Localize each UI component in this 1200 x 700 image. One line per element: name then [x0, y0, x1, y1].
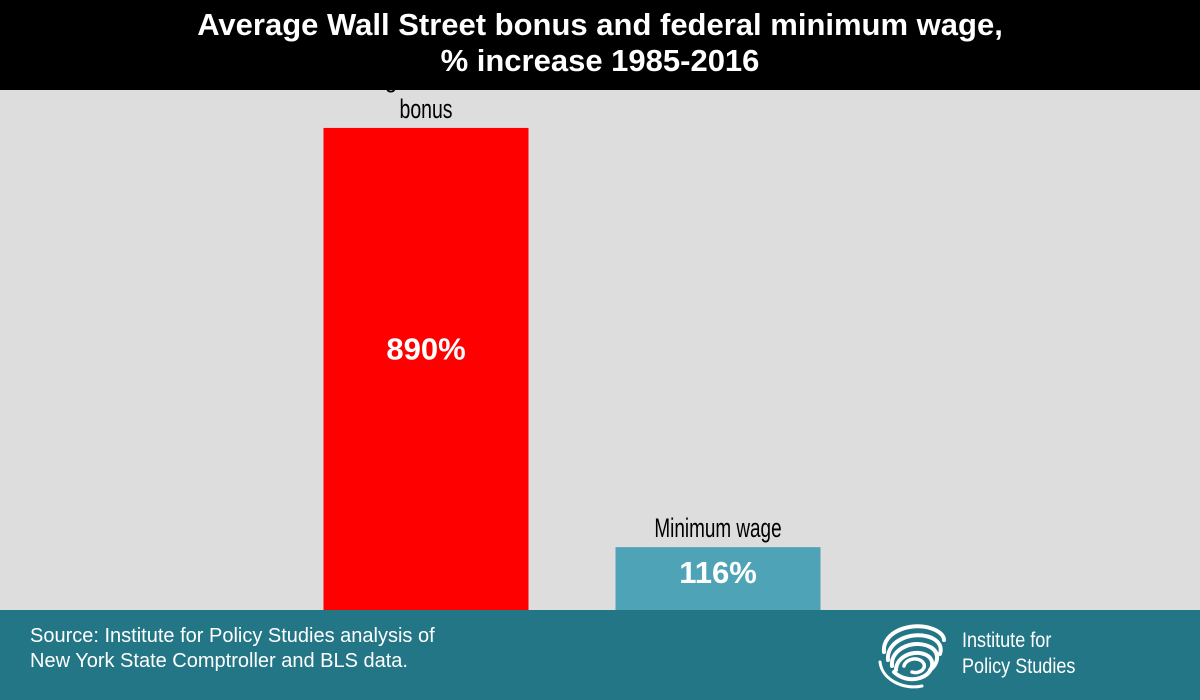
chart-title-line-2: % increase 1985-2016 — [440, 43, 760, 78]
source-line-1: Source: Institute for Policy Studies ana… — [30, 625, 435, 647]
bar-2 — [615, 547, 821, 610]
source-note: Source: Institute for Policy Studies ana… — [30, 624, 435, 674]
bar-value-label-1: 890% — [386, 332, 465, 367]
bar-1 — [323, 127, 529, 610]
category-label-1-line-2: bonus — [400, 94, 453, 124]
category-label-1-line-1: Average Wall Street — [326, 90, 526, 93]
org-name-line-2: Policy Studies — [962, 655, 1076, 678]
source-line-2: New York State Comptroller and BLS data. — [30, 650, 408, 672]
org-name: Institute for Policy Studies — [962, 628, 1075, 680]
title-bar: Average Wall Street bonus and federal mi… — [0, 0, 1200, 90]
swirl-logo-icon — [878, 624, 946, 689]
footer-bar: Source: Institute for Policy Studies ana… — [0, 610, 1200, 700]
category-label-2-line-1: Minimum wage — [654, 513, 781, 543]
org-name-line-1: Institute for — [962, 629, 1052, 652]
bar-value-label-2: 116% — [679, 555, 757, 590]
chart-title-line-1: Average Wall Street bonus and federal mi… — [197, 7, 1003, 42]
